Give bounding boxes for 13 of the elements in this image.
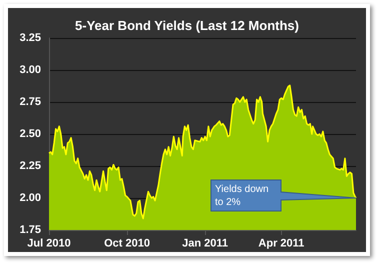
y-tick-label: 2.50 — [20, 128, 41, 140]
y-tick-label: 3.00 — [20, 64, 41, 76]
x-tick-label: Jul 2010 — [27, 238, 71, 250]
y-tick-label: 2.75 — [20, 96, 41, 108]
annotation: Yields down to 2% — [215, 184, 272, 208]
y-tick-label: 1.75 — [20, 224, 41, 236]
y-tick-label: 2.00 — [20, 192, 41, 204]
y-tick-label: 3.25 — [20, 32, 41, 44]
x-tick-label: Apr 2011 — [258, 238, 304, 250]
x-tick-label: Oct 2010 — [104, 238, 150, 250]
x-tick-label: Jan 2011 — [182, 238, 228, 250]
chart-title: 5-Year Bond Yields (Last 12 Months) — [75, 18, 299, 33]
y-tick-label: 2.25 — [20, 160, 41, 172]
